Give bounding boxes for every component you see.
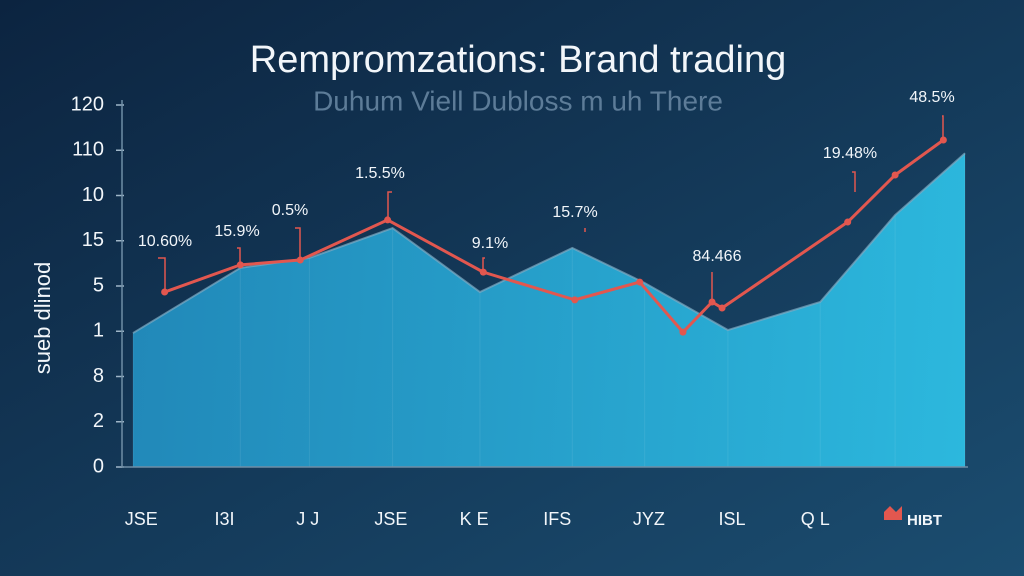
y-tick-label: 10 [82, 184, 104, 206]
point [296, 256, 304, 264]
x-tick-label: IFS [543, 509, 571, 529]
point [161, 288, 169, 296]
annotation-leader [942, 115, 944, 140]
annotation: 1.5.5% [355, 165, 405, 182]
point [479, 268, 487, 276]
annotation-leader [158, 257, 166, 292]
y-tick-label: 0 [93, 455, 104, 477]
y-tick-label: 8 [93, 365, 104, 387]
point [679, 328, 687, 336]
point [636, 278, 644, 286]
legend-label: HIBT [907, 512, 942, 529]
x-tick-label: JSE [374, 509, 407, 529]
annotation-leader [237, 247, 241, 265]
y-tick-label: 15 [82, 229, 104, 251]
annotation: 10.60% [138, 233, 192, 250]
annotation: 0.5% [272, 202, 308, 219]
point [571, 296, 579, 304]
legend: HIBT [884, 506, 942, 529]
chart-subtitle: Duhum Viell Dubloss m uh There [313, 85, 723, 116]
point [891, 171, 899, 179]
annotation: 48.5% [909, 89, 954, 106]
x-tick-label: K E [460, 509, 489, 529]
annotation: 19.48% [823, 145, 877, 162]
x-tick-label: JYZ [633, 509, 665, 529]
point [718, 304, 726, 312]
area [133, 153, 965, 467]
x-tick-label: J J [296, 509, 319, 529]
annotation-leader [852, 171, 856, 192]
annotation-leader [482, 257, 485, 272]
legend-icon [884, 506, 902, 520]
annotation-leader [295, 227, 301, 260]
y-axis-label: sueb dlinod [30, 262, 55, 375]
point [844, 218, 852, 226]
annotation-leader [387, 191, 392, 220]
chart-title: Rempromzations: Brand trading [250, 39, 786, 81]
x-tick-label: JSE [125, 509, 158, 529]
x-tick-label: Q L [801, 509, 830, 529]
annotation: 15.9% [214, 223, 259, 240]
y-tick-label: 5 [93, 274, 104, 296]
x-tick-label: I3I [215, 509, 235, 529]
y-tick-label: 110 [72, 139, 104, 161]
y-tick-label: 1 [93, 320, 104, 342]
annotation: 9.1% [472, 235, 508, 252]
annotation: 84.466 [693, 248, 742, 265]
y-tick-label: 120 [71, 93, 104, 115]
y-tick-label: 2 [93, 410, 104, 432]
x-tick-label: ISL [719, 509, 746, 529]
annotation: 15.7% [552, 204, 597, 221]
